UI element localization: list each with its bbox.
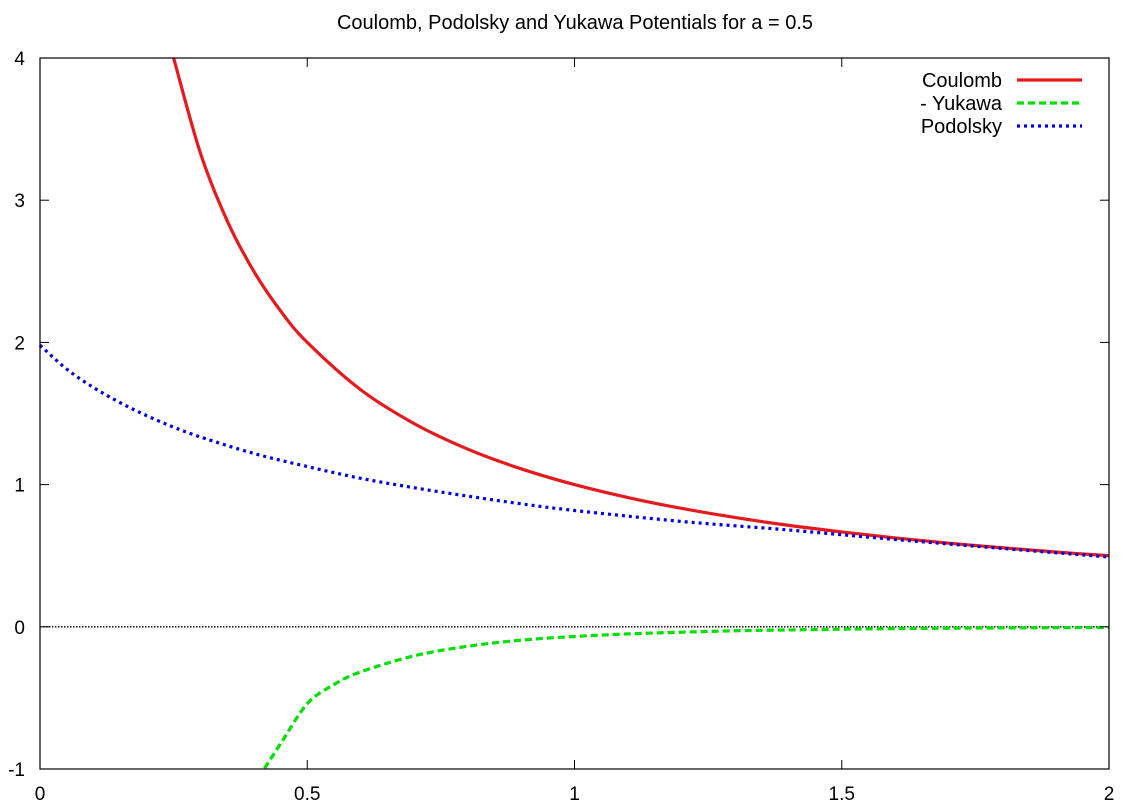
series-line-podolsky <box>38 344 1110 559</box>
plot-frame <box>39 57 1110 770</box>
chart-title: Coulomb, Podolsky and Yukawa Potentials … <box>337 12 813 34</box>
legend-label: Coulomb <box>922 70 1002 92</box>
x-tick-label: 0.5 <box>294 784 320 805</box>
y-tick-label: 3 <box>14 191 25 212</box>
x-tick-label: 0 <box>35 784 46 805</box>
x-tick-label: 1 <box>569 784 580 805</box>
marks-layer <box>38 57 1110 770</box>
y-tick-label: 1 <box>14 476 25 497</box>
y-tick-label: 0 <box>14 618 25 639</box>
series-line-yukawa <box>263 625 1110 770</box>
series-line-coulomb <box>172 57 1110 558</box>
x-tick-label: 2 <box>1104 784 1115 805</box>
y-tick-label: -1 <box>8 760 25 781</box>
y-tick-label: 2 <box>14 333 25 354</box>
axis-layer: 0 0.5 1 1.5 2 -1 0 1 2 3 4 <box>8 49 1114 805</box>
legend-label: - Yukawa <box>920 93 1003 115</box>
legend-label: Podolsky <box>921 116 1002 138</box>
y-tick-label: 4 <box>14 49 25 70</box>
x-tick-label: 1.5 <box>829 784 855 805</box>
